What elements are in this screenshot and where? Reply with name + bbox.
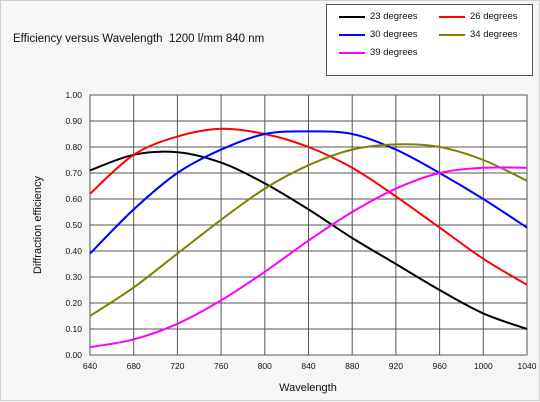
x-tick-label: 760: [214, 361, 228, 371]
legend-swatch-34-degrees: [439, 34, 465, 36]
x-tick-labels: 640 680 720 760 800 840 880 920 960 1000 1040: [83, 361, 537, 371]
legend-label-26-degrees: 26 degrees: [470, 11, 518, 22]
series-line-34-degrees: [89, 143, 528, 317]
series-line-39-degrees: [89, 166, 528, 349]
y-tick-label: 0.90: [65, 116, 82, 126]
y-tick-label: 0.70: [65, 168, 82, 178]
chart-title: Efficiency versus Wavelength 1200 l/mm 8…: [13, 33, 265, 45]
legend-swatch-23-degrees: [339, 16, 365, 18]
series-line-23-degrees: [89, 150, 528, 330]
y-tick-label: 0.20: [65, 298, 82, 308]
x-tick-label: 680: [127, 361, 141, 371]
legend-swatch-30-degrees: [339, 34, 365, 36]
x-tick-label: 840: [301, 361, 315, 371]
series-line-26-degrees: [89, 127, 528, 286]
x-tick-label: 1040: [518, 361, 537, 371]
y-tick-label: 0.50: [65, 220, 82, 230]
legend-label-30-degrees: 30 degrees: [370, 29, 418, 40]
legend-swatch-26-degrees: [439, 16, 465, 18]
x-tick-label: 1000: [474, 361, 493, 371]
y-tick-label: 0.10: [65, 324, 82, 334]
y-tick-label: 1.00: [65, 90, 82, 100]
legend-label-34-degrees: 34 degrees: [470, 29, 518, 40]
y-tick-label: 0.30: [65, 272, 82, 282]
y-tick-label: 0.00: [65, 350, 82, 360]
x-tick-label: 920: [389, 361, 403, 371]
legend: 23 degrees 26 degrees 30 degrees 34 degr…: [326, 4, 533, 76]
x-tick-label: 880: [345, 361, 359, 371]
legend-swatch-39-degrees: [339, 52, 365, 54]
y-tick-label: 0.40: [65, 246, 82, 256]
x-tick-label: 720: [170, 361, 184, 371]
x-axis-title: Wavelength: [279, 382, 337, 394]
y-tick-labels: 0.00 0.10 0.20 0.30 0.40 0.50 0.60 0.70 0.80 0.90…: [65, 90, 82, 360]
series-lines: [89, 127, 528, 349]
legend-label-23-degrees: 23 degrees: [370, 11, 418, 22]
x-tick-label: 800: [258, 361, 272, 371]
x-tick-label: 640: [83, 361, 97, 371]
legend-label-39-degrees: 39 degrees: [370, 47, 418, 58]
y-tick-label: 0.80: [65, 142, 82, 152]
y-tick-label: 0.60: [65, 194, 82, 204]
plot-border: [89, 94, 528, 356]
x-tick-label: 960: [433, 361, 447, 371]
series-line-30-degrees: [89, 130, 528, 255]
y-axis-title: Diffraction efficiency: [32, 175, 44, 274]
